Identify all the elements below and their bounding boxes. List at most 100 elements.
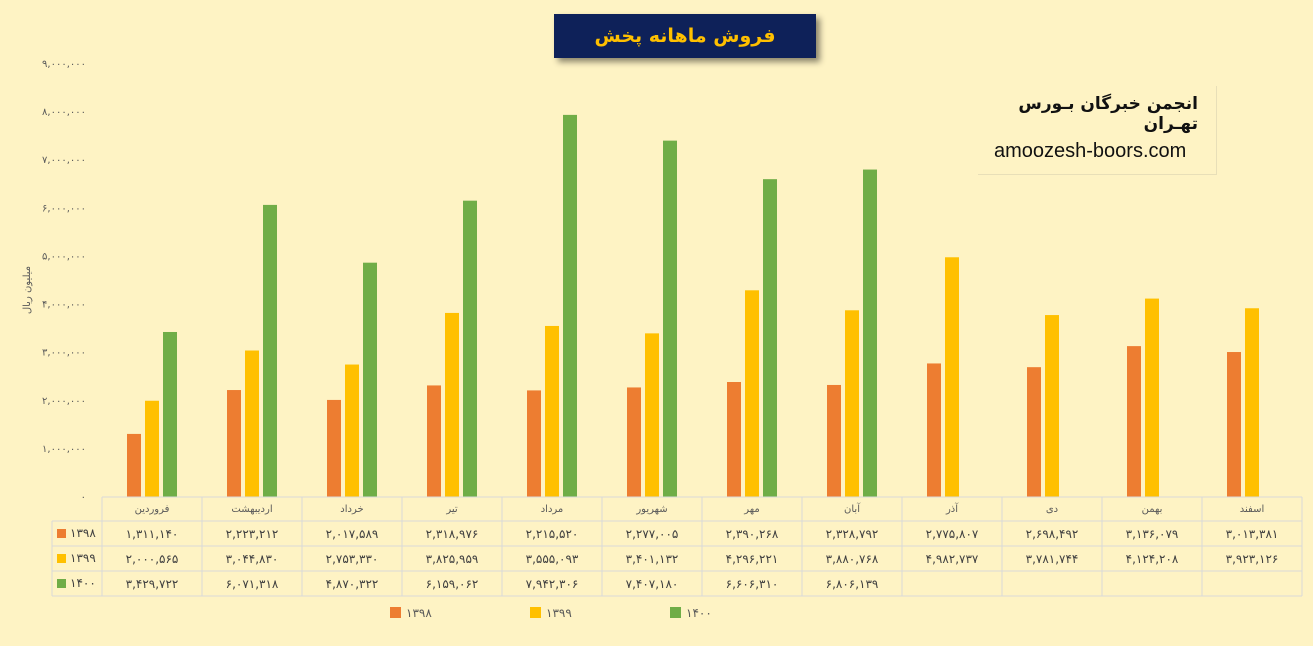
y-tick-label: ۹,۰۰۰,۰۰۰ bbox=[42, 59, 86, 70]
table-cell-value: ۳,۸۸۰,۷۶۸ bbox=[826, 552, 879, 566]
y-axis-ticks: ۰ ۱,۰۰۰,۰۰۰ ۲,۰۰۰,۰۰۰ ۳,۰۰۰,۰۰۰ ۴,۰۰۰,۰۰۰ ۵,۰… bbox=[42, 59, 86, 503]
table-cell-value: ۴,۱۲۴,۲۰۸ bbox=[1126, 552, 1179, 566]
x-tick-label: مرداد bbox=[541, 504, 564, 515]
chart-title: فروش ماهانه پخش bbox=[554, 14, 816, 58]
legend-swatch bbox=[530, 607, 541, 618]
table-cell-value: ۲,۲۱۵,۵۲۰ bbox=[526, 527, 579, 541]
table-series-name: ۱۳۹۹ bbox=[70, 551, 96, 565]
table-cell-value: ۲,۰۰۰,۵۶۵ bbox=[126, 552, 179, 566]
bar bbox=[727, 382, 741, 497]
table-cell-value: ۲,۲۷۷,۰۰۵ bbox=[626, 527, 679, 541]
table-cell-value: ۲,۷۷۵,۸۰۷ bbox=[926, 527, 979, 541]
bar bbox=[345, 364, 359, 497]
y-axis-label: میلیون ریال bbox=[22, 266, 33, 314]
y-tick-label: ۵,۰۰۰,۰۰۰ bbox=[42, 251, 86, 262]
watermark-url: amoozesh-boors.com bbox=[994, 140, 1187, 162]
x-tick-label: آذر bbox=[945, 502, 959, 515]
table-cell-value: ۲,۳۲۸,۷۹۲ bbox=[826, 527, 879, 541]
bar bbox=[627, 387, 641, 497]
bar bbox=[527, 390, 541, 497]
table-cell-value: ۶,۰۷۱,۳۱۸ bbox=[226, 577, 279, 591]
bar bbox=[1027, 367, 1041, 497]
legend-swatch bbox=[390, 607, 401, 618]
y-tick-label: ۰ bbox=[81, 492, 86, 503]
bar bbox=[745, 290, 759, 497]
table-cell-value: ۲,۳۹۰,۲۶۸ bbox=[726, 527, 779, 541]
y-tick-label: ۶,۰۰۰,۰۰۰ bbox=[42, 203, 86, 214]
bar bbox=[227, 390, 241, 497]
y-tick-label: ۲,۰۰۰,۰۰۰ bbox=[42, 396, 86, 407]
table-cell-value: ۶,۱۵۹,۰۶۲ bbox=[426, 577, 479, 591]
y-tick-label: ۳,۰۰۰,۰۰۰ bbox=[42, 348, 86, 359]
table-legend-key bbox=[57, 529, 66, 538]
x-tick-label: اسفند bbox=[1240, 504, 1264, 515]
y-tick-label: ۸,۰۰۰,۰۰۰ bbox=[42, 107, 86, 118]
bar bbox=[463, 200, 477, 498]
table-cell-value: ۴,۲۹۶,۲۲۱ bbox=[726, 552, 779, 566]
table-cell-value: ۴,۸۷۰,۳۲۲ bbox=[326, 577, 379, 591]
table-cell-value: ۳,۸۲۵,۹۵۹ bbox=[426, 552, 479, 566]
x-tick-label: تیر bbox=[445, 504, 458, 515]
table-cell-value: ۶,۸۰۶,۱۳۹ bbox=[826, 577, 879, 591]
bar bbox=[427, 385, 441, 497]
x-tick-label: دی bbox=[1046, 504, 1058, 515]
bars bbox=[127, 114, 1259, 498]
legend-label: ۱۳۹۹ bbox=[546, 606, 572, 620]
x-tick-label: شهریور bbox=[635, 504, 667, 515]
x-tick-label: فروردین bbox=[135, 504, 170, 515]
bar bbox=[845, 310, 859, 497]
y-tick-label: ۱,۰۰۰,۰۰۰ bbox=[42, 444, 86, 455]
table-cell-value: ۲,۰۱۷,۵۸۹ bbox=[326, 527, 379, 541]
bar bbox=[363, 262, 377, 497]
x-tick-label: اردیبهشت bbox=[231, 504, 272, 515]
bar bbox=[1227, 352, 1241, 497]
bar bbox=[927, 363, 941, 497]
y-tick-label: ۷,۰۰۰,۰۰۰ bbox=[42, 155, 86, 166]
table-series-name: ۱۴۰۰ bbox=[70, 576, 96, 590]
legend-swatch bbox=[670, 607, 681, 618]
bar bbox=[945, 257, 959, 497]
x-tick-label: خرداد bbox=[340, 504, 363, 515]
data-table: فروردین اردیبهشت خرداد تیر مرداد شهریور مهر آبا… bbox=[51, 496, 1303, 597]
table-legend-key bbox=[57, 554, 66, 563]
x-tick-label: بهمن bbox=[1142, 504, 1163, 515]
table-series-name: ۱۳۹۸ bbox=[70, 526, 96, 540]
bar bbox=[445, 312, 459, 497]
legend: ۱۳۹۸ ۱۳۹۹ ۱۴۰۰ bbox=[390, 606, 712, 620]
bar bbox=[1127, 346, 1141, 497]
table-cell-value: ۳,۵۵۵,۰۹۳ bbox=[526, 552, 579, 566]
bar bbox=[263, 204, 277, 497]
bar bbox=[245, 350, 259, 497]
x-tick-label: مهر bbox=[743, 504, 759, 515]
bar bbox=[645, 333, 659, 497]
bar bbox=[163, 331, 177, 497]
table-cell-value: ۳,۴۰۱,۱۳۲ bbox=[626, 552, 679, 566]
table-cell-value: ۷,۹۴۲,۳۰۶ bbox=[526, 577, 579, 591]
table-cell-value: ۲,۷۵۳,۳۳۰ bbox=[326, 552, 379, 566]
bar bbox=[127, 433, 141, 497]
y-tick-label: ۴,۰۰۰,۰۰۰ bbox=[42, 300, 86, 311]
legend-label: ۱۳۹۸ bbox=[406, 606, 432, 620]
x-tick-label: آبان bbox=[844, 502, 861, 515]
table-cell-value: ۴,۹۸۲,۷۳۷ bbox=[926, 552, 979, 566]
table-cell-value: ۲,۶۹۸,۴۹۲ bbox=[1026, 527, 1079, 541]
bar bbox=[545, 325, 559, 497]
bar bbox=[827, 384, 841, 497]
table-legend-key bbox=[57, 579, 66, 588]
table-cell-value: ۲,۲۲۳,۲۱۲ bbox=[226, 527, 279, 541]
watermark-name: انجمن خبرگان بـورس تهـران bbox=[1018, 94, 1198, 134]
table-cell-value: ۳,۱۳۶,۰۷۹ bbox=[1126, 527, 1179, 541]
bar bbox=[663, 140, 677, 498]
table-cell-value: ۳,۰۱۳,۳۸۱ bbox=[1226, 527, 1279, 541]
table-cell-value: ۳,۹۲۳,۱۲۶ bbox=[1226, 552, 1279, 566]
legend-label: ۱۴۰۰ bbox=[686, 606, 712, 620]
table-cell-value: ۲,۳۱۸,۹۷۶ bbox=[426, 527, 479, 541]
table-cell-value: ۱,۳۱۱,۱۴۰ bbox=[126, 527, 179, 541]
table-cell-value: ۳,۰۴۴,۸۳۰ bbox=[226, 552, 279, 566]
bar bbox=[1245, 308, 1259, 497]
watermark-box: انجمن خبرگان بـورس تهـران amoozesh-boors… bbox=[978, 86, 1217, 175]
bar bbox=[1145, 298, 1159, 497]
table-cell-value: ۶,۶۰۶,۳۱۰ bbox=[726, 577, 779, 591]
bar bbox=[327, 399, 341, 497]
